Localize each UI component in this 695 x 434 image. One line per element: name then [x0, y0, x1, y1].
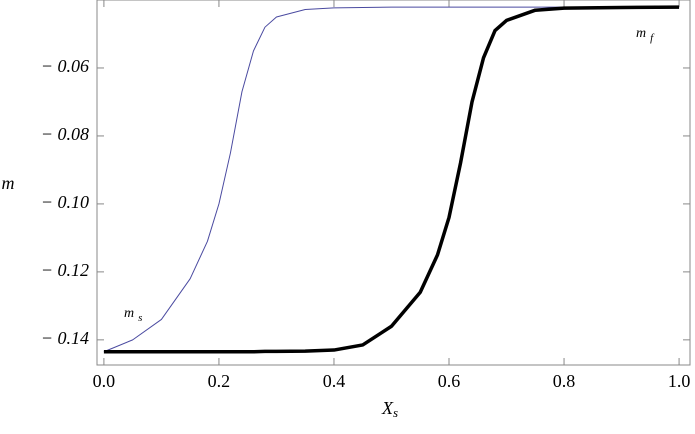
series-label-main: m [124, 306, 134, 321]
x-axis-label: Xs [381, 398, 398, 420]
x-tick-label: 1.0 [668, 371, 691, 391]
series-label-main: m [636, 26, 646, 41]
series-label-sub: f [650, 32, 655, 44]
y-tick-label: − 0.14 [41, 328, 89, 348]
x-tick-label: 0.8 [553, 371, 576, 391]
x-tick-label: 0.6 [438, 371, 461, 391]
y-tick-label: − 0.10 [41, 192, 89, 212]
x-tick-label: 0.2 [208, 371, 231, 391]
plot-frame [96, 0, 691, 366]
x-tick-label: 0.4 [323, 371, 346, 391]
y-tick-label: − 0.12 [41, 260, 89, 280]
y-axis-label: m [2, 173, 15, 193]
series-line [103, 6, 680, 353]
x-label-main: X [381, 398, 394, 418]
x-tick-label: 0.0 [93, 371, 116, 391]
y-tick-label: − 0.08 [41, 124, 89, 144]
y-tick-label: − 0.06 [41, 56, 89, 76]
series-label-sub: s [138, 312, 142, 324]
x-label-sub: s [393, 405, 398, 420]
series-line [103, 5, 680, 354]
